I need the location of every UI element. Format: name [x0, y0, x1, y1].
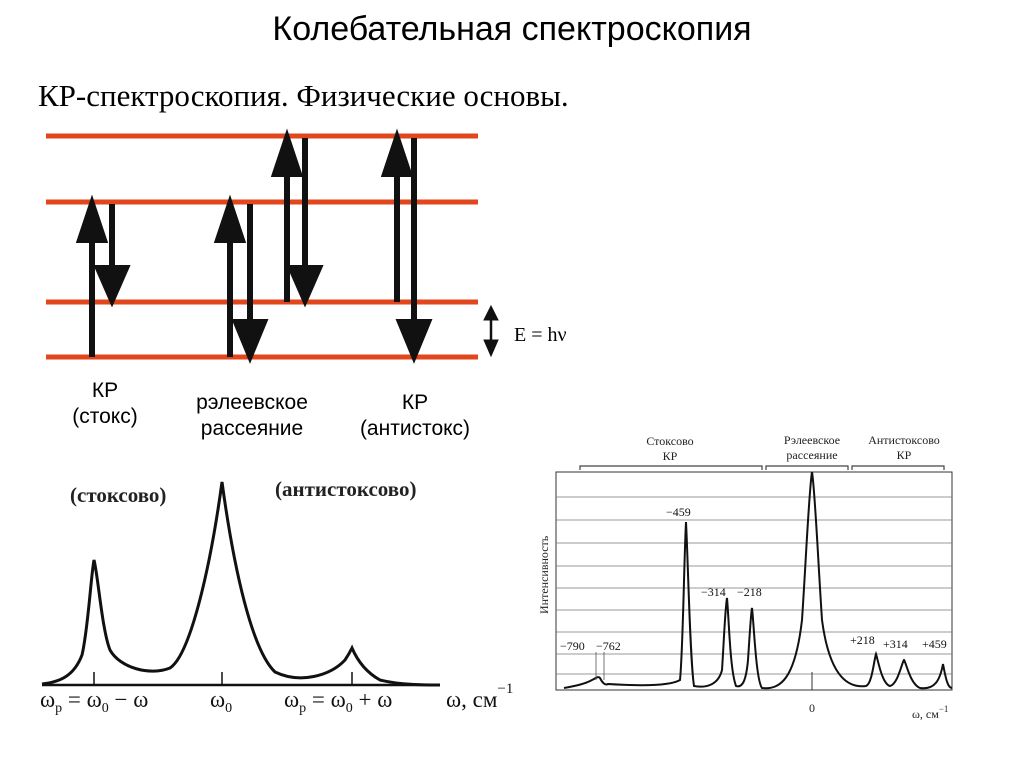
peak-label: −314 — [701, 585, 726, 599]
header-brackets — [579, 465, 945, 470]
rayleigh-down-arrow-head — [231, 319, 269, 364]
tick-label-center: ω0 — [210, 687, 232, 716]
antistokes-up-arrow-head — [380, 128, 414, 177]
peak-label: −762 — [596, 639, 621, 653]
right-plot-frame — [555, 471, 953, 691]
header-antistokes-line2: КР — [897, 448, 912, 462]
page-subtitle: КР-спектроскопия. Физические основы. — [38, 78, 569, 113]
right-spectrum-curve — [563, 471, 953, 690]
upper-down-arrow-head — [286, 265, 324, 308]
left-spectrum-curve — [41, 481, 441, 687]
peak-leaders — [595, 652, 605, 680]
left-tick-labels: ωp = ω0 − ω ω0 ωp = ω0 + ω ω, см−1 — [40, 681, 513, 716]
peak-label: −459 — [666, 505, 691, 519]
left-axis-label: ω, см−1 — [446, 681, 513, 712]
header-rayleigh-line1: Рэлеевское — [784, 433, 840, 447]
energy-equation: E = hν — [514, 324, 567, 346]
right-gridlines — [556, 496, 952, 675]
right-spectrum: Стоксово КР Рэлеевское рассеяние Антисто… — [537, 433, 953, 721]
label-antistokes: КР (антистокс) — [359, 391, 471, 440]
header-rayleigh-line2: рассеяние — [786, 448, 837, 462]
label-stokes: КР (стокс) — [72, 379, 138, 428]
left-spectrum: (стоксово) (антистоксово) ωp = ω0 − ω ω0… — [40, 477, 513, 716]
header-stokes-line2: КР — [663, 449, 678, 463]
peak-label: +218 — [850, 633, 875, 647]
upper-up-arrow-head — [270, 128, 304, 177]
peak-label: −790 — [560, 639, 585, 653]
transition-arrows — [75, 128, 433, 364]
rayleigh-up-arrow-head — [213, 194, 247, 243]
left-label-antistokes: (антистоксово) — [275, 477, 416, 501]
stokes-down-arrow-head — [93, 265, 131, 308]
tick-label-right: ωp = ω0 + ω — [284, 687, 392, 716]
right-zero-label: 0 — [809, 701, 815, 715]
antistokes-down-arrow-head — [395, 319, 433, 364]
energy-levels — [46, 133, 478, 360]
header-stokes-line1: Стоксово — [646, 434, 693, 448]
peak-labels: −790 −762 −459 −314 −218 +218 +314 +459 — [560, 505, 947, 653]
peak-label: +459 — [922, 637, 947, 651]
tick-label-left: ωp = ω0 − ω — [40, 687, 148, 716]
page-title: Колебательная спектроскопия — [272, 10, 752, 48]
energy-gap-arrow — [483, 304, 499, 358]
label-rayleigh: рэлеевское рассеяние — [196, 391, 308, 440]
peak-label: −218 — [737, 585, 762, 599]
stokes-up-arrow-head — [75, 194, 109, 243]
right-xlabel: ω, см−1 — [912, 704, 948, 721]
peak-label: +314 — [883, 637, 908, 651]
header-antistokes-line1: Антистоксово — [868, 433, 940, 447]
left-label-stokes: (стоксово) — [70, 483, 166, 507]
right-ylabel: Интенсивность — [537, 535, 551, 614]
